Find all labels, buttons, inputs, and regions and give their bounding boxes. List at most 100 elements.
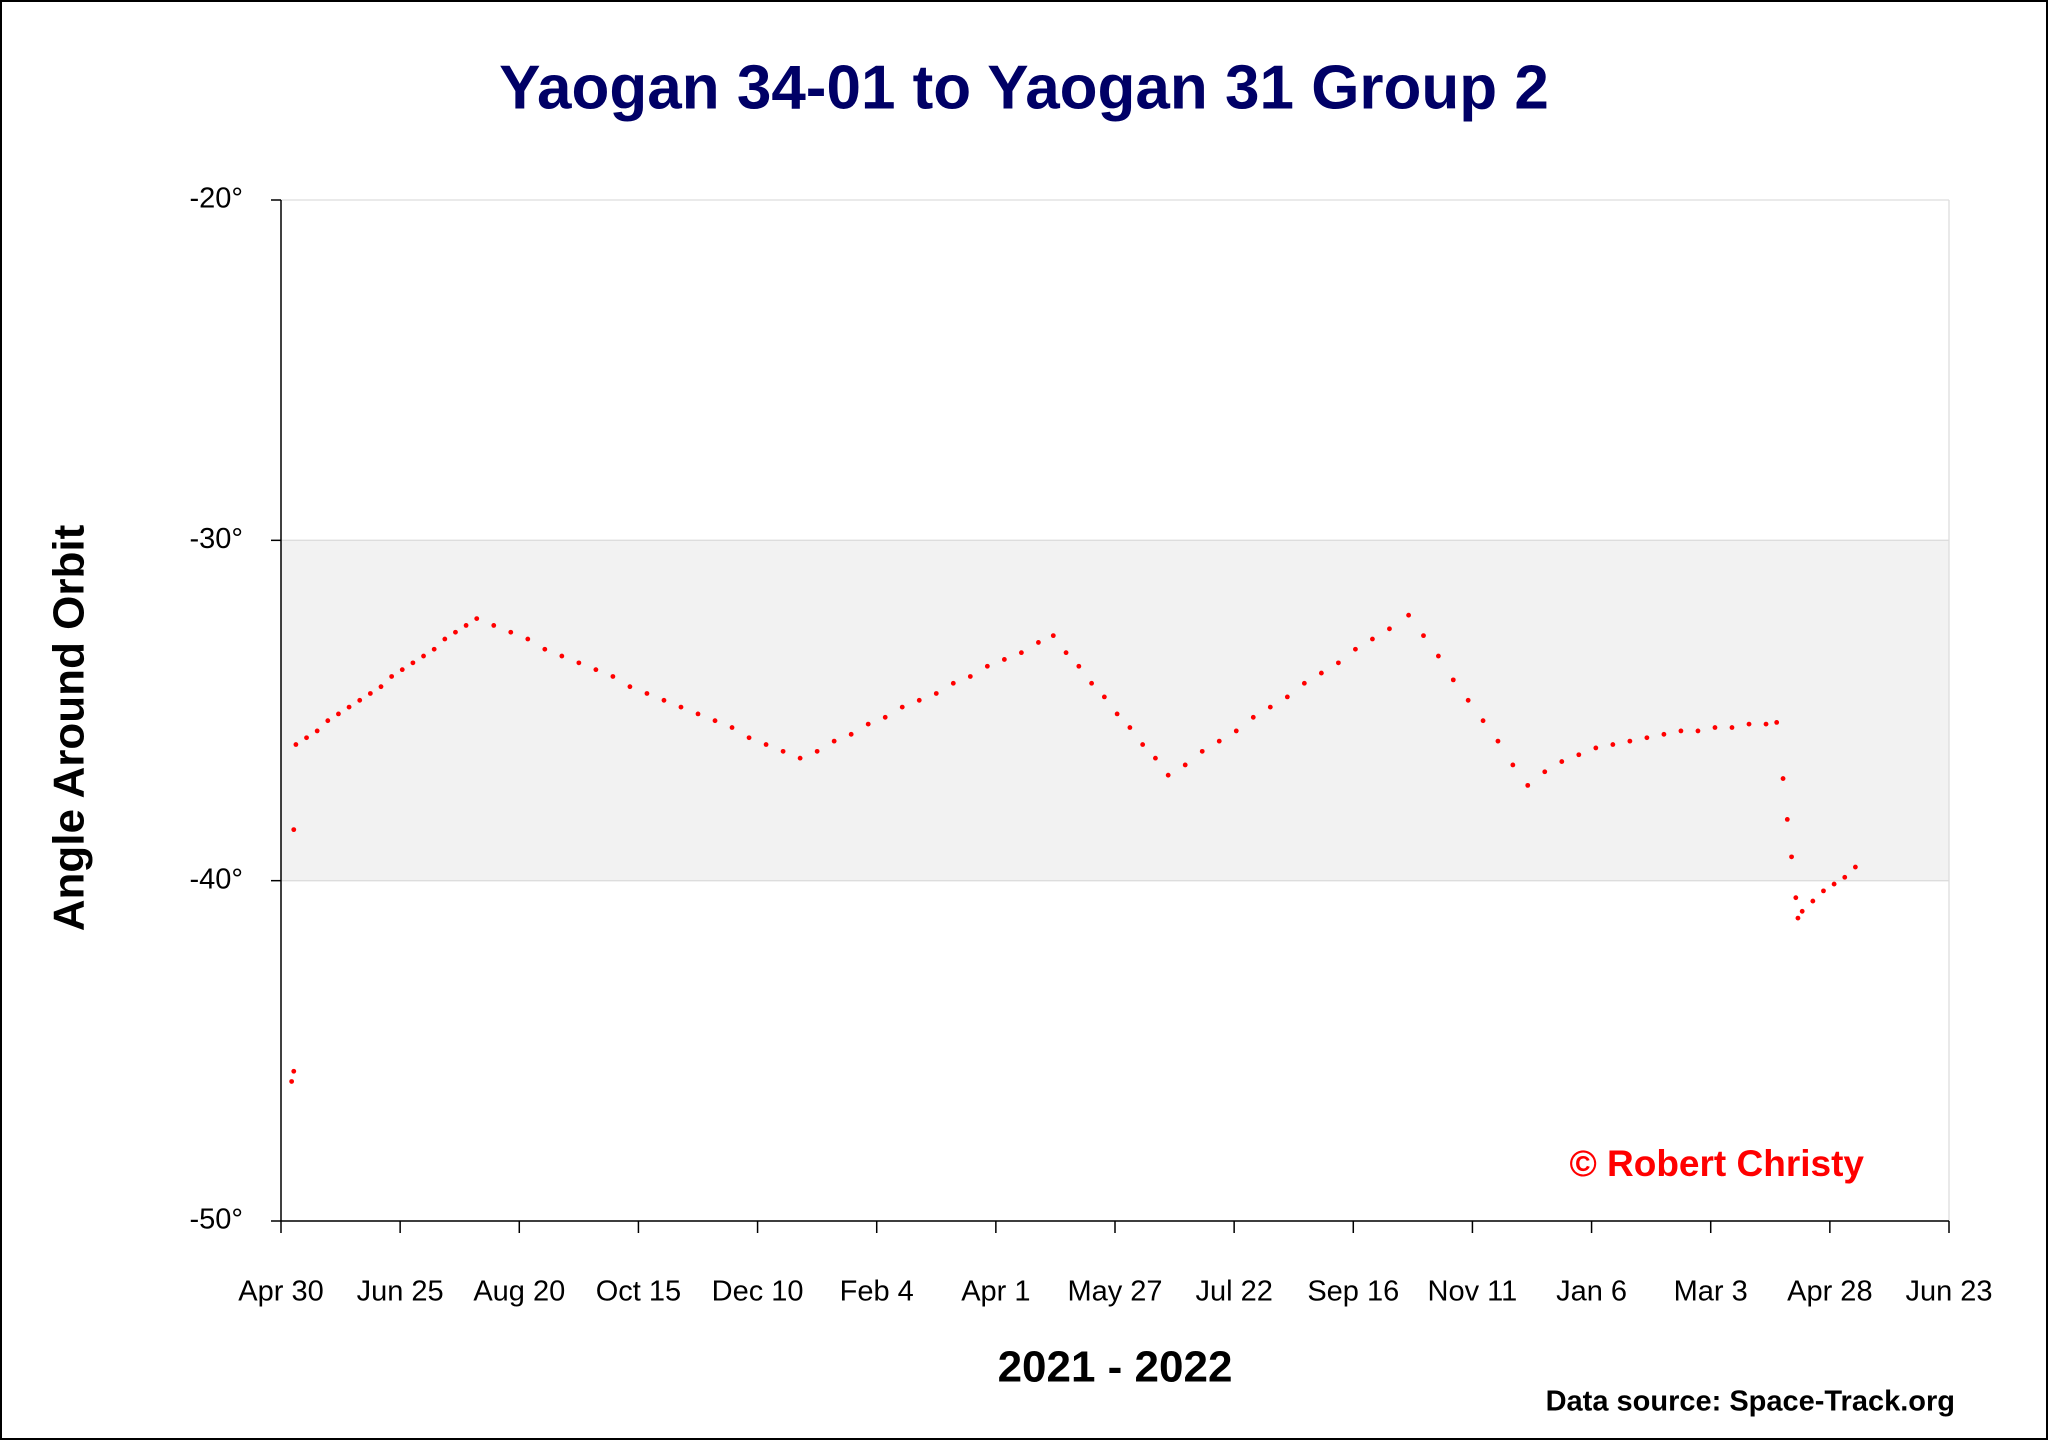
data-point xyxy=(1267,704,1273,710)
data-point xyxy=(1370,636,1375,642)
data-point xyxy=(389,674,395,679)
x-tick-label: Apr 1 xyxy=(961,1276,1030,1308)
data-point xyxy=(1480,718,1486,724)
data-point xyxy=(1644,735,1650,741)
data-point xyxy=(1233,728,1239,734)
data-point xyxy=(831,738,837,744)
shaded-band xyxy=(281,540,1949,881)
data-point xyxy=(1784,817,1790,822)
data-point xyxy=(882,714,888,720)
y-tick-label: -30° xyxy=(189,523,243,555)
x-tick-label: Mar 3 xyxy=(1674,1276,1748,1308)
data-point xyxy=(1036,640,1041,645)
data-point xyxy=(678,704,684,710)
data-point xyxy=(357,697,363,703)
data-point xyxy=(336,711,341,717)
data-point xyxy=(1842,874,1848,880)
x-tick-label: Jun 23 xyxy=(1905,1276,1992,1308)
data-point xyxy=(695,711,701,717)
data-point xyxy=(1318,670,1324,676)
data-point xyxy=(746,735,752,741)
data-point xyxy=(933,691,939,696)
x-tick-label: Nov 11 xyxy=(1428,1276,1518,1308)
x-tick-label: Aug 20 xyxy=(473,1276,565,1308)
y-axis-title: Angle Around Orbit xyxy=(45,524,94,931)
x-tick-label: Jul 22 xyxy=(1195,1276,1272,1308)
data-point xyxy=(453,629,458,635)
data-point xyxy=(1063,650,1069,656)
data-point xyxy=(661,697,667,703)
data-point xyxy=(1661,731,1667,737)
data-point xyxy=(593,667,599,673)
data-point xyxy=(1627,738,1633,744)
data-point xyxy=(508,629,514,635)
data-point xyxy=(542,646,548,652)
x-tick-label: Jun 25 xyxy=(357,1276,444,1308)
copyright: © Robert Christy xyxy=(1569,1143,1864,1184)
data-point xyxy=(1018,650,1024,656)
data-point xyxy=(848,731,854,737)
data-point xyxy=(1406,612,1412,618)
data-point xyxy=(559,653,565,659)
data-point xyxy=(1165,772,1171,778)
data-point xyxy=(1127,725,1133,730)
data-point xyxy=(1435,653,1441,659)
y-tick-label: -40° xyxy=(189,863,243,895)
chart-title: Yaogan 34-01 to Yaogan 31 Group 2 xyxy=(499,53,1549,122)
data-point xyxy=(576,660,582,666)
data-point xyxy=(1593,745,1599,751)
data-point xyxy=(1852,864,1858,870)
data-point xyxy=(1799,908,1805,914)
data-point xyxy=(1610,742,1616,747)
data-point xyxy=(410,660,416,666)
data-point xyxy=(1387,626,1392,632)
data-point xyxy=(1678,728,1684,734)
x-tick-label: Apr 28 xyxy=(1787,1276,1872,1308)
data-point xyxy=(525,636,531,642)
x-tick-label: Feb 4 xyxy=(840,1276,914,1308)
data-point xyxy=(1450,677,1456,683)
data-point xyxy=(325,718,331,724)
data-point xyxy=(346,704,352,710)
data-point xyxy=(763,742,769,747)
data-point xyxy=(1746,721,1752,727)
data-point xyxy=(1525,782,1531,788)
data-point xyxy=(1729,725,1735,730)
data-point xyxy=(797,755,803,761)
data-point xyxy=(1250,714,1256,720)
data-point xyxy=(780,748,786,754)
data-point xyxy=(1050,633,1056,639)
y-tick-label: -20° xyxy=(189,183,243,215)
data-point xyxy=(1795,915,1801,921)
data-point xyxy=(712,718,718,724)
data-point xyxy=(1495,738,1501,744)
data-point xyxy=(304,735,309,741)
data-point xyxy=(431,646,437,652)
data-source: Data source: Space-Track.org xyxy=(1546,1386,1955,1418)
x-tick-label: Sep 16 xyxy=(1307,1276,1399,1308)
data-point xyxy=(399,667,405,673)
data-point xyxy=(1789,854,1794,860)
data-point xyxy=(1695,728,1701,734)
data-point xyxy=(1216,738,1222,744)
data-point xyxy=(984,663,990,669)
data-point xyxy=(1089,680,1094,686)
data-point xyxy=(1353,646,1358,652)
data-point xyxy=(865,721,871,727)
data-point xyxy=(729,725,735,730)
x-tick-label: Dec 10 xyxy=(712,1276,804,1308)
data-point xyxy=(1559,759,1565,764)
x-tick-label: May 27 xyxy=(1067,1276,1162,1308)
data-point xyxy=(1182,762,1188,768)
data-point xyxy=(1793,895,1799,901)
data-point xyxy=(293,742,299,747)
data-point xyxy=(1780,776,1786,781)
data-point xyxy=(1335,660,1341,666)
data-point xyxy=(491,623,497,628)
data-point xyxy=(1465,697,1471,703)
data-point xyxy=(1001,657,1007,662)
data-point xyxy=(1810,898,1816,904)
data-point xyxy=(950,680,956,686)
data-point xyxy=(1101,694,1107,700)
data-point xyxy=(289,1079,295,1084)
